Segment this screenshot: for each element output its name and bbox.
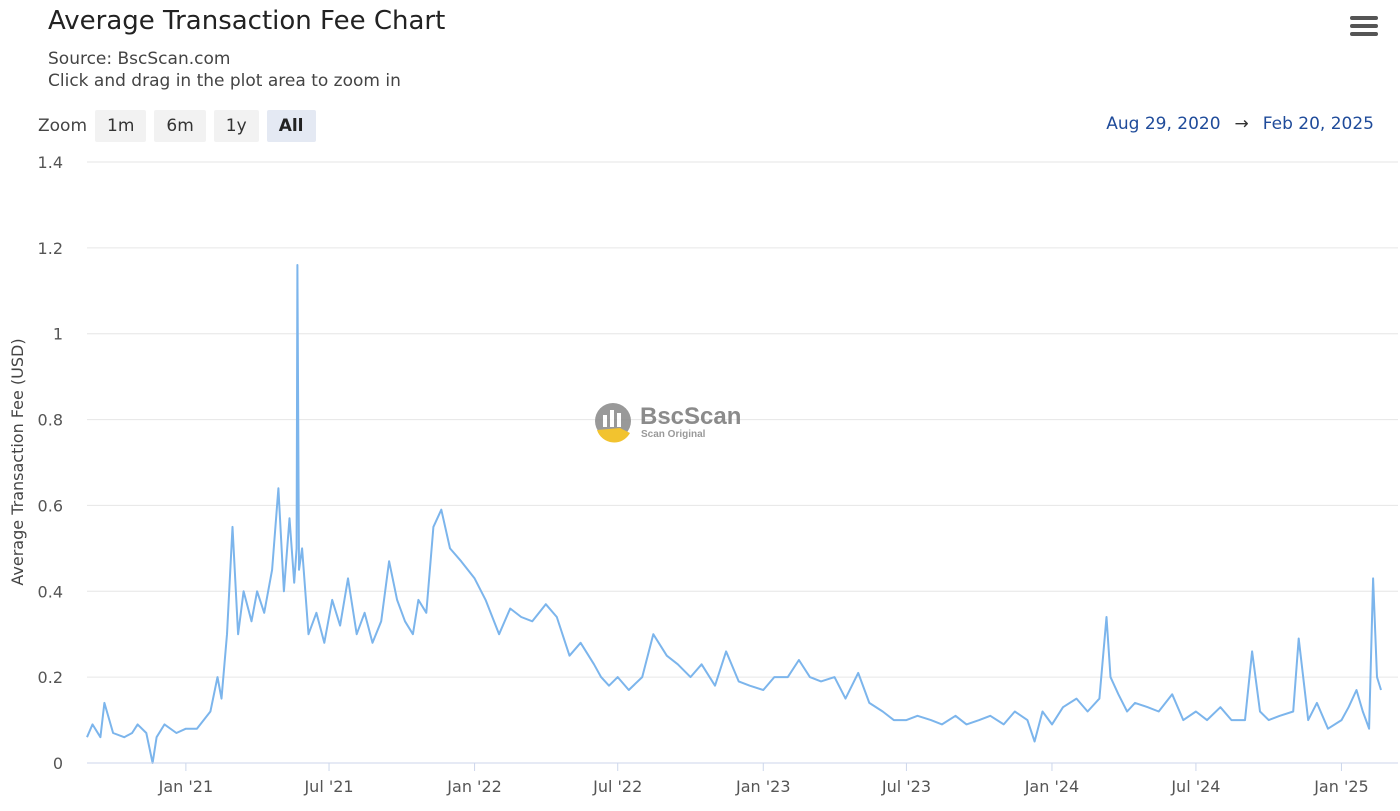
y-tick-label: 0.2: [38, 668, 63, 687]
range-to-input[interactable]: Feb 20, 2025: [1262, 114, 1374, 134]
zoom-hint-text: Click and drag in the plot area to zoom …: [48, 71, 401, 91]
zoom-controls: Zoom 1m 6m 1y All: [38, 110, 324, 142]
y-axis-ticks: 0 0.2 0.4 0.6 0.8 1 1.2 1.4: [38, 153, 63, 773]
hamburger-menu-icon[interactable]: [1350, 16, 1378, 40]
y-tick-label: 1: [53, 325, 63, 344]
y-tick-label: 0.4: [38, 582, 63, 601]
source-text: Source: BscScan.com: [48, 49, 231, 69]
x-tick-label: Jul '23: [881, 777, 931, 796]
chart-subtitle: Source: BscScan.com Click and drag in th…: [48, 48, 401, 92]
date-range: Aug 29, 2020 → Feb 20, 2025: [1106, 114, 1374, 134]
y-tick-label: 0.6: [38, 496, 63, 515]
watermark: BscScan Scan Original: [595, 403, 741, 443]
x-tick-label: Jul '24: [1170, 777, 1220, 796]
y-tick-label: 0.8: [38, 411, 63, 430]
y-tick-label: 1.4: [38, 153, 63, 172]
series-line: [86, 264, 1382, 764]
x-tick-label: Jul '21: [303, 777, 353, 796]
x-tick-label: Jan '25: [1313, 777, 1369, 796]
y-tick-label: 0: [53, 754, 63, 773]
zoom-1m-button[interactable]: 1m: [95, 110, 147, 142]
x-axis-ticks: Jan '21 Jul '21 Jan '22 Jul '22 Jan '23 Jul '…: [158, 763, 1369, 796]
chart-title: Average Transaction Fee Chart: [48, 6, 446, 36]
range-from-input[interactable]: Aug 29, 2020: [1106, 114, 1221, 134]
x-tick-label: Jan '24: [1024, 777, 1080, 796]
x-tick-label: Jul '22: [592, 777, 642, 796]
x-tick-label: Jan '22: [446, 777, 502, 796]
zoom-all-button[interactable]: All: [266, 110, 316, 142]
watermark-tagline: Scan Original: [641, 429, 706, 440]
range-arrow: →: [1234, 114, 1249, 134]
zoom-label: Zoom: [38, 116, 88, 136]
zoom-6m-button[interactable]: 6m: [154, 110, 206, 142]
y-tick-label: 1.2: [38, 239, 63, 258]
watermark-name: BscScan: [640, 403, 741, 430]
grid-lines: [87, 161, 1398, 678]
x-tick-label: Jan '23: [735, 777, 791, 796]
zoom-1y-button[interactable]: 1y: [213, 110, 259, 142]
y-axis-label: Average Transaction Fee (USD): [8, 338, 27, 585]
x-tick-label: Jan '21: [158, 777, 214, 796]
